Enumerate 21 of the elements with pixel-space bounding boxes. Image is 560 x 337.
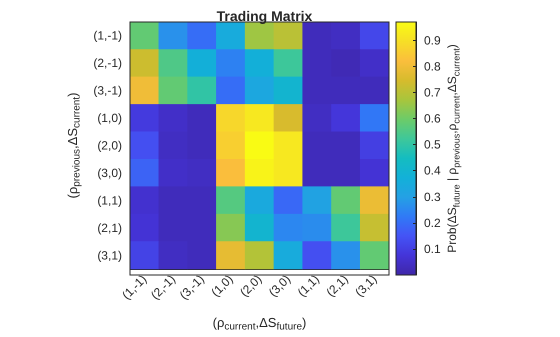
- text: Prob(ΔSfuture | ρprevious,ρcurrent,ΔScurrent): [445, 44, 462, 253]
- color-bar-label: 0.4: [424, 164, 442, 178]
- color-bar-label: 0.9: [424, 33, 442, 48]
- chart-title: Trading Matrix: [216, 8, 313, 24]
- color-bar-label: 0.2: [424, 216, 442, 230]
- color-bar-label: 0.8: [424, 59, 442, 74]
- y-tick-label: (1,-1): [93, 28, 122, 43]
- color-bar-label: 0.7: [424, 85, 442, 100]
- color-bar-label: 0.1: [424, 242, 442, 256]
- color-bar-label: 0.3: [424, 190, 442, 204]
- y-tick-label: (3,0): [97, 166, 122, 180]
- y-tick-label: (2,1): [97, 220, 122, 235]
- color-bar-label: 0.6: [424, 112, 442, 126]
- y-axis-title: (ρprevious,ΔScurrent): [65, 92, 82, 198]
- y-tick-label: (3,1): [97, 248, 122, 262]
- y-tick-label: (1,0): [97, 111, 122, 126]
- y-tick-label: (1,1): [97, 193, 122, 208]
- color-bar-label: 0.5: [424, 138, 442, 152]
- y-tick-label: (3,-1): [93, 84, 122, 98]
- y-tick-label: (2,0): [97, 138, 122, 152]
- y-tick-label: (2,-1): [93, 56, 122, 70]
